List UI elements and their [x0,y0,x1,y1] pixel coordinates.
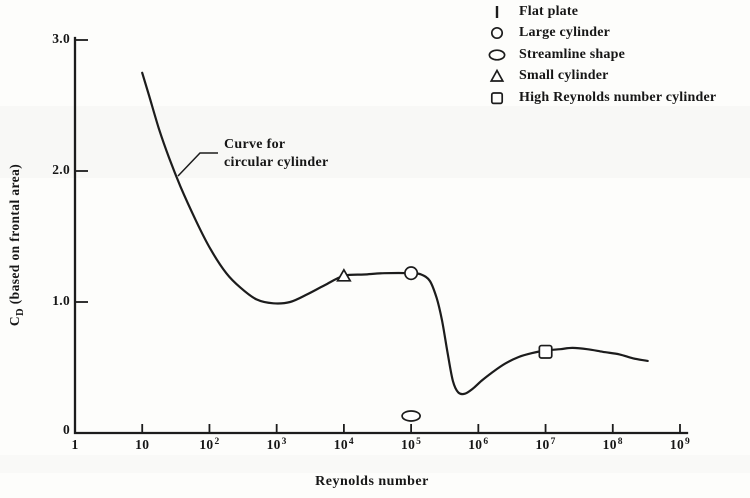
y-axis-symbol: C [7,315,22,327]
drag-curve [141,71,649,396]
legend-label: Large cylinder [519,25,611,41]
square-icon [490,91,504,104]
x-axis-title: Reynolds number [315,474,429,489]
x-tick-label: 1 [71,437,79,452]
legend-row: High Reynolds number cylinder [487,90,716,106]
triangle-glyph [489,68,505,83]
annotation-leader-line [177,152,218,177]
legend-row: Flat plate [487,4,716,20]
marker-large-cylinder [404,266,419,281]
square-glyph [490,91,504,104]
x-tick-label: 108 [602,437,623,452]
x-tick-label: 107 [535,437,556,452]
x-tick-label: 106 [468,437,489,452]
legend-label: High Reynolds number cylinder [519,89,717,105]
ellipse-glyph [488,49,506,61]
y-tick-label: 0 [62,422,70,437]
triangle-icon [489,68,505,83]
y-axis-subscript: D [15,307,26,316]
x-tick-exponent: 3 [281,437,287,447]
legend-label: Flat plate [519,4,579,19]
marker-small-cylinder [336,268,352,282]
y-tick-label: 1.0 [52,293,70,308]
axes [73,36,689,435]
x-tick-label: 105 [401,437,422,452]
legend-label: Small cylinder [519,68,609,84]
x-tick-label: 103 [266,437,287,452]
x-tick-exponent: 8 [617,437,623,447]
x-tick-exponent: 4 [348,437,354,447]
x-tick-exponent: 6 [483,437,489,447]
x-tick-exponent: 2 [214,437,220,447]
circle-glyph [490,27,504,40]
legend: Flat plate Large cylinder Streamline shape… [487,4,716,111]
marker-streamline-shape [401,410,421,422]
flat-plate-icon [495,6,499,18]
circle-icon [490,27,504,40]
marker-high-reynolds-number-cylinder [538,344,553,359]
x-tick-label: 10 [135,437,150,452]
x-tick-label: 102 [199,437,220,452]
curve-annotation-line2: circular cylinder [224,155,329,170]
x-tick-exponent: 5 [416,437,422,447]
curve-annotation: Curve for circular cylinder [224,136,329,172]
x-tick-exponent: 7 [550,437,556,447]
legend-row: Small cylinder [487,68,716,84]
y-axis-title-rest: (based on frontal area) [7,163,22,308]
y-axis-title: CD (based on frontal area) [7,130,27,360]
x-tick-label: 109 [669,437,691,452]
legend-label: Streamline shape [519,46,625,62]
curve-annotation-line1: Curve for [224,137,286,152]
legend-row: Large cylinder [487,25,716,41]
legend-row: Streamline shape [487,47,716,63]
ellipse-icon [488,49,506,61]
y-tick-label: 3.0 [52,31,70,46]
y-tick-label: 2.0 [52,162,70,177]
x-tick-exponent: 9 [685,437,691,447]
x-tick-label: 104 [333,437,354,452]
